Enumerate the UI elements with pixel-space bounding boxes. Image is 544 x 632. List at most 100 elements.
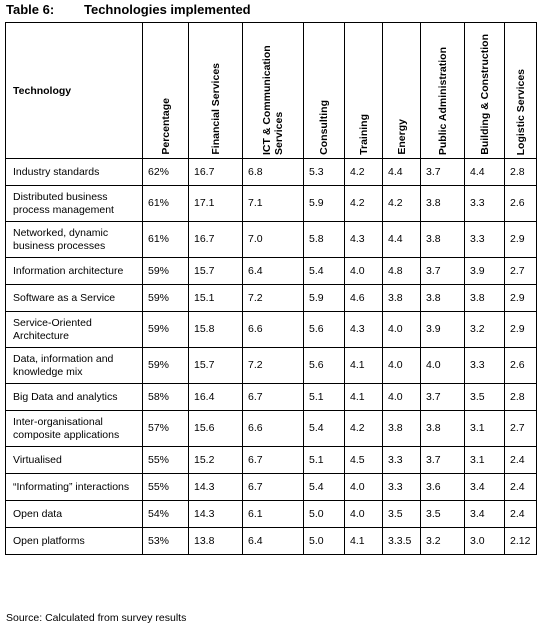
value-cell: 6.8 bbox=[242, 158, 304, 186]
value-cell: 5.3 bbox=[303, 158, 345, 186]
percentage-cell: 53% bbox=[142, 527, 189, 555]
value-cell: 2.7 bbox=[504, 257, 537, 285]
column-header-financial-services: Financial Services bbox=[188, 22, 243, 159]
value-cell: 13.8 bbox=[188, 527, 243, 555]
percentage-cell: 61% bbox=[142, 185, 189, 222]
value-cell: 6.7 bbox=[242, 446, 304, 474]
column-header-technology: Technology bbox=[5, 22, 143, 159]
value-cell: 5.4 bbox=[303, 410, 345, 447]
value-cell: 15.7 bbox=[188, 257, 243, 285]
value-cell: 5.6 bbox=[303, 347, 345, 384]
table-row: Networked, dynamic business processes 61%… bbox=[5, 221, 537, 258]
value-cell: 2.8 bbox=[504, 158, 537, 186]
table-row: Big Data and analytics 58% 16.4 6.7 5.1 4.1 4.… bbox=[5, 383, 537, 411]
value-cell: 4.4 bbox=[382, 158, 421, 186]
technology-cell: Distributed business process management bbox=[5, 185, 143, 222]
value-cell: 3.5 bbox=[464, 383, 505, 411]
value-cell: 6.4 bbox=[242, 257, 304, 285]
technology-cell: Industry standards bbox=[5, 158, 143, 186]
table-row: Open data 54% 14.3 6.1 5.0 4.0 3.5 3.5 3.4 2.4 bbox=[5, 500, 537, 528]
column-header-public-administration: Public Administration bbox=[420, 22, 465, 159]
value-cell: 3.4 bbox=[464, 473, 505, 501]
value-cell: 15.6 bbox=[188, 410, 243, 447]
value-cell: 3.7 bbox=[420, 257, 465, 285]
value-cell: 4.2 bbox=[344, 185, 383, 222]
value-cell: 3.6 bbox=[420, 473, 465, 501]
value-cell: 2.6 bbox=[504, 347, 537, 384]
technology-cell: Open platforms bbox=[5, 527, 143, 555]
value-cell: 6.4 bbox=[242, 527, 304, 555]
value-cell: 4.0 bbox=[382, 311, 421, 348]
value-cell: 3.1 bbox=[464, 410, 505, 447]
value-cell: 7.0 bbox=[242, 221, 304, 258]
value-cell: 6.7 bbox=[242, 383, 304, 411]
value-cell: 4.8 bbox=[382, 257, 421, 285]
percentage-cell: 54% bbox=[142, 500, 189, 528]
value-cell: 3.8 bbox=[420, 221, 465, 258]
value-cell: 3.3.5 bbox=[382, 527, 421, 555]
percentage-cell: 55% bbox=[142, 446, 189, 474]
value-cell: 16.7 bbox=[188, 158, 243, 186]
value-cell: 5.9 bbox=[303, 284, 345, 312]
value-cell: 4.3 bbox=[344, 221, 383, 258]
header-row: Technology Percentage Financial Services… bbox=[5, 22, 537, 159]
table-row: “Informating” interactions 55% 14.3 6.7 5.4 4… bbox=[5, 473, 537, 501]
value-cell: 4.4 bbox=[464, 158, 505, 186]
value-cell: 4.2 bbox=[344, 410, 383, 447]
value-cell: 2.9 bbox=[504, 311, 537, 348]
value-cell: 15.7 bbox=[188, 347, 243, 384]
value-cell: 4.0 bbox=[420, 347, 465, 384]
value-cell: 3.0 bbox=[464, 527, 505, 555]
value-cell: 3.2 bbox=[464, 311, 505, 348]
value-cell: 4.2 bbox=[382, 185, 421, 222]
table-row: Service-Oriented Architecture 59% 15.8 6.6 5… bbox=[5, 311, 537, 348]
column-header-logistic-services: Logistic Services bbox=[504, 22, 537, 159]
value-cell: 2.4 bbox=[504, 473, 537, 501]
technology-cell: Inter-organisational composite applicati… bbox=[5, 410, 143, 447]
technology-cell: Data, information and knowledge mix bbox=[5, 347, 143, 384]
percentage-cell: 62% bbox=[142, 158, 189, 186]
column-header-consulting: Consulting bbox=[303, 22, 345, 159]
value-cell: 3.3 bbox=[382, 446, 421, 474]
value-cell: 6.1 bbox=[242, 500, 304, 528]
value-cell: 4.3 bbox=[344, 311, 383, 348]
table-row: Distributed business process management 6… bbox=[5, 185, 537, 222]
value-cell: 2.8 bbox=[504, 383, 537, 411]
table-caption: Table 6: Technologies implemented bbox=[6, 2, 251, 17]
value-cell: 4.6 bbox=[344, 284, 383, 312]
percentage-cell: 59% bbox=[142, 311, 189, 348]
value-cell: 16.7 bbox=[188, 221, 243, 258]
value-cell: 4.5 bbox=[344, 446, 383, 474]
value-cell: 15.1 bbox=[188, 284, 243, 312]
value-cell: 15.8 bbox=[188, 311, 243, 348]
value-cell: 5.1 bbox=[303, 446, 345, 474]
column-header-training: Training bbox=[344, 22, 383, 159]
value-cell: 5.1 bbox=[303, 383, 345, 411]
column-header-energy: Energy bbox=[382, 22, 421, 159]
value-cell: 3.4 bbox=[464, 500, 505, 528]
value-cell: 4.0 bbox=[382, 383, 421, 411]
value-cell: 3.3 bbox=[382, 473, 421, 501]
value-cell: 3.8 bbox=[420, 284, 465, 312]
value-cell: 2.6 bbox=[504, 185, 537, 222]
percentage-cell: 59% bbox=[142, 257, 189, 285]
value-cell: 3.3 bbox=[464, 347, 505, 384]
technology-cell: Networked, dynamic business processes bbox=[5, 221, 143, 258]
percentage-cell: 61% bbox=[142, 221, 189, 258]
value-cell: 2.4 bbox=[504, 500, 537, 528]
value-cell: 5.6 bbox=[303, 311, 345, 348]
value-cell: 3.3 bbox=[464, 221, 505, 258]
table-row: Data, information and knowledge mix 59% 15… bbox=[5, 347, 537, 384]
value-cell: 14.3 bbox=[188, 473, 243, 501]
value-cell: 4.1 bbox=[344, 383, 383, 411]
percentage-cell: 57% bbox=[142, 410, 189, 447]
table-number: Table 6: bbox=[6, 2, 55, 17]
value-cell: 3.8 bbox=[464, 284, 505, 312]
value-cell: 17.1 bbox=[188, 185, 243, 222]
technology-cell: Open data bbox=[5, 500, 143, 528]
technology-cell: Information architecture bbox=[5, 257, 143, 285]
value-cell: 3.9 bbox=[420, 311, 465, 348]
technology-cell: Software as a Service bbox=[5, 284, 143, 312]
value-cell: 5.0 bbox=[303, 500, 345, 528]
value-cell: 4.0 bbox=[382, 347, 421, 384]
